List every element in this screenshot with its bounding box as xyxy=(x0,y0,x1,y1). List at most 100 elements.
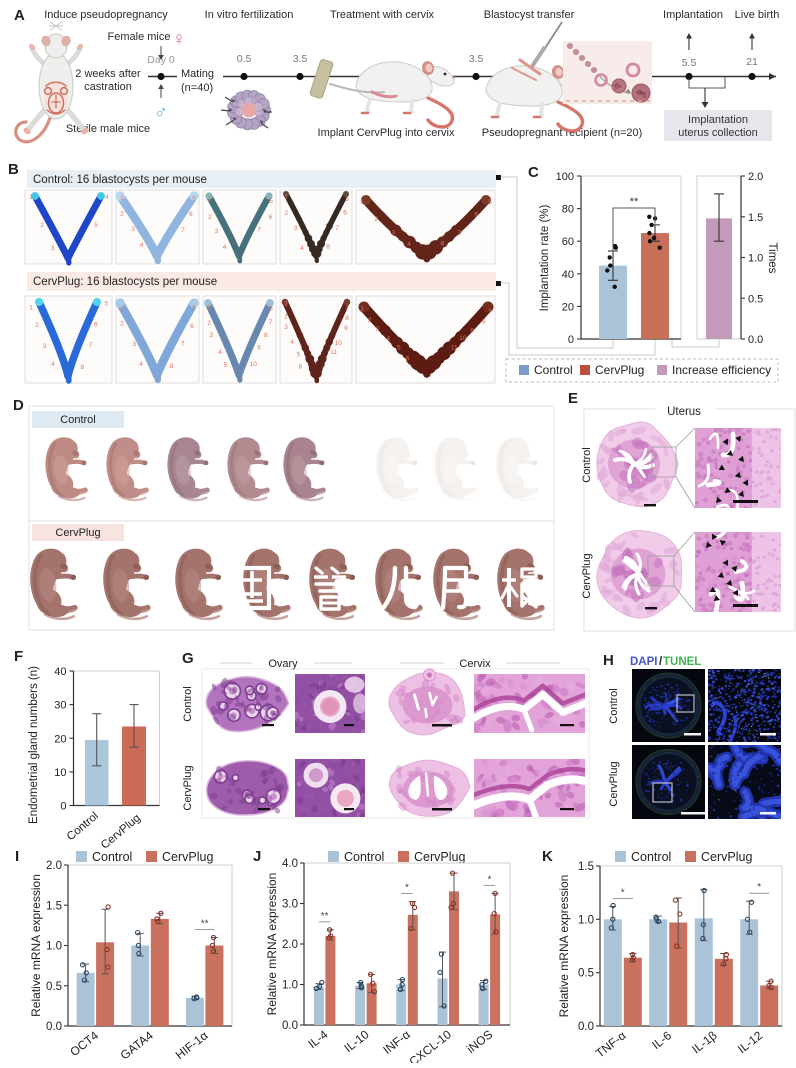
svg-text:1: 1 xyxy=(29,194,33,201)
svg-text:2: 2 xyxy=(374,216,378,223)
svg-text:1: 1 xyxy=(284,300,288,307)
svg-text:castration: castration xyxy=(84,81,132,93)
svg-text:80: 80 xyxy=(562,204,574,216)
svg-text:Control: 16 blastocysts per mo: Control: 16 blastocysts per mouse xyxy=(33,174,207,186)
svg-text:1: 1 xyxy=(360,199,364,206)
svg-text:7: 7 xyxy=(269,319,273,326)
svg-text:Cervix: Cervix xyxy=(459,658,491,670)
svg-text:1.0: 1.0 xyxy=(46,941,62,953)
svg-text:3.5: 3.5 xyxy=(469,53,484,65)
svg-text:J: J xyxy=(253,848,261,865)
svg-text:1: 1 xyxy=(284,194,288,201)
svg-text:4.0: 4.0 xyxy=(282,858,298,870)
svg-text:CervPlug: CervPlug xyxy=(701,850,752,864)
svg-text:4: 4 xyxy=(140,242,144,249)
svg-text:I: I xyxy=(15,848,19,865)
svg-text:Increase efficiency: Increase efficiency xyxy=(672,363,771,377)
svg-text:Control: Control xyxy=(92,850,132,864)
svg-text:6: 6 xyxy=(189,211,193,218)
svg-text:4: 4 xyxy=(223,244,227,251)
svg-text:K: K xyxy=(542,848,553,865)
svg-text:uterus collection: uterus collection xyxy=(678,127,758,139)
svg-text:Implantation rate (%): Implantation rate (%) xyxy=(539,204,551,311)
svg-text:5: 5 xyxy=(296,352,300,359)
svg-text:6: 6 xyxy=(406,355,410,362)
svg-text:**: ** xyxy=(630,196,639,208)
svg-text:Female mice: Female mice xyxy=(108,31,171,43)
svg-text:3: 3 xyxy=(215,228,219,235)
svg-text:Control: Control xyxy=(608,688,620,723)
svg-text:Relative mRNA expression: Relative mRNA expression xyxy=(557,875,571,1018)
svg-text:CervPlug: CervPlug xyxy=(595,363,644,377)
svg-text:2: 2 xyxy=(120,320,124,327)
svg-text:8: 8 xyxy=(170,363,174,370)
svg-text:Treatment with cervix: Treatment with cervix xyxy=(330,9,435,21)
svg-text:1.0: 1.0 xyxy=(282,980,298,992)
svg-text:2: 2 xyxy=(368,317,372,324)
svg-text:0.0: 0.0 xyxy=(578,1021,594,1033)
svg-text:6: 6 xyxy=(269,305,273,312)
svg-text:G: G xyxy=(182,650,194,667)
svg-text:5: 5 xyxy=(104,300,108,307)
svg-text:1: 1 xyxy=(207,304,211,311)
svg-text:10: 10 xyxy=(250,361,258,368)
svg-text:Implantation: Implantation xyxy=(663,9,723,21)
svg-text:5: 5 xyxy=(397,345,401,352)
svg-text:*: * xyxy=(487,874,491,885)
svg-text:9: 9 xyxy=(257,344,261,351)
svg-text:3: 3 xyxy=(131,226,135,233)
svg-text:1: 1 xyxy=(207,196,211,203)
svg-text:3: 3 xyxy=(132,341,136,348)
svg-text:Control: Control xyxy=(534,363,573,377)
svg-text:Pseudopregnant recipient (n=20: Pseudopregnant recipient (n=20) xyxy=(482,127,643,139)
svg-text:Day 0: Day 0 xyxy=(147,54,175,66)
svg-text:4: 4 xyxy=(407,241,411,248)
svg-text:1.5: 1.5 xyxy=(46,900,62,912)
svg-text:Induce pseudopregnancy: Induce pseudopregnancy xyxy=(44,9,168,21)
svg-text:3: 3 xyxy=(43,343,47,350)
svg-text:0.5: 0.5 xyxy=(46,981,62,993)
svg-text:1.5: 1.5 xyxy=(578,861,594,873)
svg-text:40: 40 xyxy=(54,666,66,678)
svg-text:1: 1 xyxy=(120,306,124,313)
svg-text:2: 2 xyxy=(284,314,288,321)
svg-text:Control: Control xyxy=(344,850,384,864)
svg-text:3: 3 xyxy=(284,324,288,331)
svg-text:5: 5 xyxy=(192,305,196,312)
svg-text:8: 8 xyxy=(80,364,84,371)
svg-text:7: 7 xyxy=(345,304,349,311)
svg-text:2: 2 xyxy=(207,320,211,327)
svg-text:10: 10 xyxy=(335,340,343,347)
svg-text:40: 40 xyxy=(562,269,574,281)
svg-text:3: 3 xyxy=(375,326,379,333)
svg-text:Relative mRNA expression: Relative mRNA expression xyxy=(29,874,43,1017)
svg-text:4: 4 xyxy=(105,194,109,201)
svg-text:Ovary: Ovary xyxy=(268,658,298,670)
svg-text:5: 5 xyxy=(345,196,349,203)
svg-text:6: 6 xyxy=(299,364,303,371)
svg-text:7: 7 xyxy=(181,227,185,234)
svg-text:8: 8 xyxy=(345,315,349,322)
svg-text:CervPlug: CervPlug xyxy=(55,527,100,539)
svg-text:6: 6 xyxy=(474,212,478,219)
svg-text:3.5: 3.5 xyxy=(293,53,308,65)
svg-text:20: 20 xyxy=(562,301,574,313)
svg-text:4: 4 xyxy=(386,336,390,343)
svg-text:*: * xyxy=(405,882,409,893)
svg-text:♂: ♂ xyxy=(154,102,168,123)
svg-text:C: C xyxy=(528,164,539,181)
svg-text:CervPlug: CervPlug xyxy=(414,850,465,864)
svg-text:**: ** xyxy=(321,911,329,922)
svg-text:In vitro fertilization: In vitro fertilization xyxy=(205,9,294,21)
svg-text:0: 0 xyxy=(60,801,66,813)
svg-text:3: 3 xyxy=(51,245,55,252)
svg-text:5: 5 xyxy=(223,362,227,369)
svg-text:0.0: 0.0 xyxy=(748,334,763,346)
svg-text:4: 4 xyxy=(290,339,294,346)
svg-text:5: 5 xyxy=(269,198,273,205)
svg-text:8: 8 xyxy=(326,244,330,251)
svg-text:/: / xyxy=(659,656,663,668)
svg-text:20: 20 xyxy=(54,733,66,745)
svg-text:7: 7 xyxy=(457,230,461,237)
svg-text:Live birth: Live birth xyxy=(735,9,780,21)
